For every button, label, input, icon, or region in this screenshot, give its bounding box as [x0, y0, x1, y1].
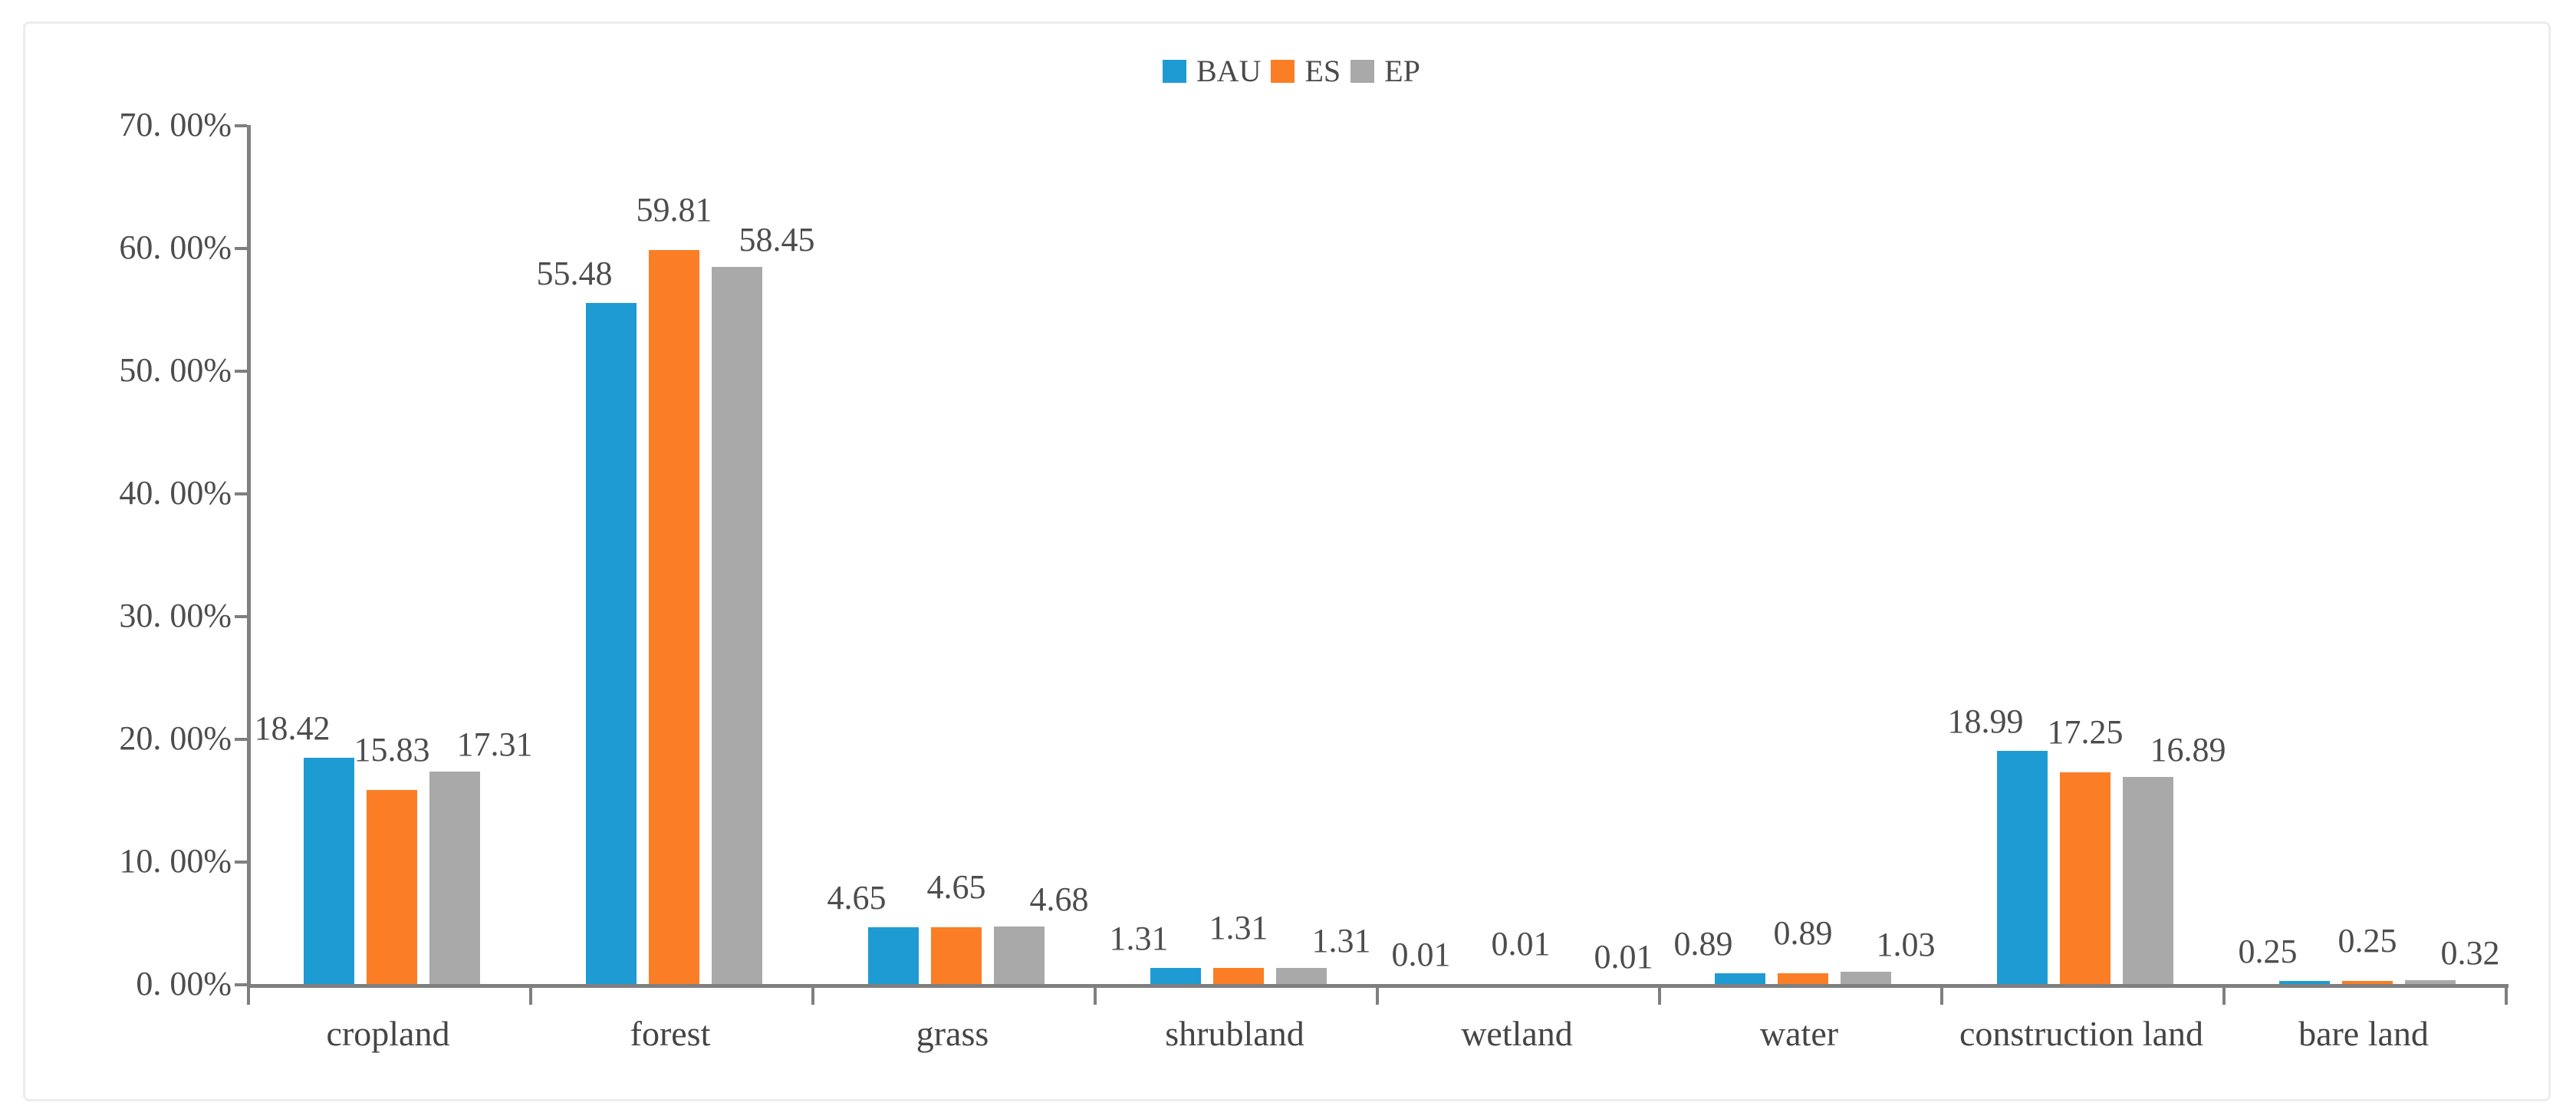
y-tick-label: 20. 00%: [119, 719, 232, 757]
bar-value-label: 1.03: [1876, 926, 1936, 963]
bar-value-label: 0.89: [1673, 925, 1733, 963]
bar-value-label: 17.25: [2047, 713, 2124, 751]
y-axis-tick: [235, 492, 247, 495]
legend-label-ES: ES: [1304, 54, 1341, 88]
x-category-label: water: [1759, 1014, 1839, 1053]
bar-water-ES: [1778, 973, 1828, 984]
bar-bare-land-ES: [2342, 981, 2393, 984]
y-tick-label: 30. 00%: [119, 597, 232, 634]
x-axis-tick: [1094, 984, 1097, 1005]
bar-value-label: 4.65: [827, 879, 887, 917]
x-category-label: bare land: [2298, 1014, 2429, 1053]
bar-construction-land-ES: [2060, 772, 2110, 984]
x-axis-tick: [1658, 984, 1661, 1005]
x-category-label: grass: [916, 1014, 989, 1053]
bar-value-label: 1.31: [1109, 920, 1169, 957]
bar-water-BAU: [1715, 973, 1765, 984]
bar-forest-EP: [712, 267, 762, 984]
x-axis-tick: [247, 984, 250, 1005]
legend-swatch-BAU: [1163, 60, 1186, 83]
legend-swatch-EP: [1351, 60, 1375, 83]
x-axis-tick: [1940, 984, 1943, 1005]
y-axis-tick: [235, 983, 247, 986]
bar-value-label: 55.48: [536, 255, 613, 292]
y-axis-tick: [235, 615, 247, 618]
y-tick-label: 40. 00%: [119, 474, 232, 512]
y-axis-tick: [235, 247, 247, 250]
y-tick-label: 70. 00%: [119, 106, 232, 143]
y-axis-line: [247, 125, 251, 984]
x-axis-tick: [1376, 984, 1379, 1005]
bar-construction-land-BAU: [1997, 751, 2048, 984]
bar-grass-ES: [931, 927, 982, 984]
bar-value-label: 59.81: [636, 191, 712, 229]
bar-bare-land-BAU: [2279, 981, 2330, 984]
y-axis-tick: [235, 370, 247, 373]
x-axis-tick: [2222, 984, 2226, 1005]
bar-value-label: 0.01: [1391, 936, 1451, 973]
y-axis-tick: [235, 738, 247, 741]
bar-value-label: 4.68: [1029, 880, 1089, 918]
bar-value-label: 0.01: [1491, 925, 1551, 963]
y-tick-label: 10. 00%: [119, 842, 232, 880]
x-category-label: shrubland: [1165, 1014, 1304, 1053]
y-tick-label: 60. 00%: [119, 229, 232, 266]
x-axis-tick: [529, 984, 532, 1005]
y-tick-label: 50. 00%: [119, 351, 232, 389]
bar-value-label: 15.83: [354, 731, 430, 768]
y-tick-label: 0. 00%: [136, 965, 232, 1002]
bar-shrubland-EP: [1276, 968, 1327, 984]
bar-forest-ES: [649, 250, 699, 984]
bar-forest-BAU: [586, 303, 637, 984]
bar-water-EP: [1841, 972, 1891, 984]
bar-shrubland-BAU: [1150, 968, 1201, 984]
bar-value-label: 0.32: [2440, 934, 2500, 972]
bar-value-label: 18.42: [254, 709, 331, 747]
bar-cropland-ES: [367, 790, 417, 984]
bar-construction-land-EP: [2123, 777, 2173, 984]
x-category-label: cropland: [326, 1014, 450, 1053]
x-category-label: construction land: [1959, 1014, 2204, 1053]
bar-cropland-BAU: [304, 758, 354, 984]
bar-value-label: 0.01: [1594, 938, 1653, 976]
bar-value-label: 17.31: [456, 726, 533, 763]
x-axis-tick: [2505, 984, 2508, 1005]
bar-cropland-EP: [429, 772, 480, 984]
bar-value-label: 1.31: [1311, 922, 1371, 959]
legend-swatch-ES: [1271, 60, 1295, 83]
bar-grass-BAU: [868, 927, 919, 984]
bar-value-label: 18.99: [1947, 703, 2024, 740]
x-category-label: forest: [630, 1014, 711, 1053]
bar-value-label: 16.89: [2150, 731, 2226, 768]
legend-label-BAU: BAU: [1196, 54, 1262, 88]
bar-value-label: 4.65: [926, 868, 986, 906]
y-axis-tick: [235, 861, 247, 864]
bar-value-label: 0.89: [1773, 914, 1833, 952]
bar-shrubland-ES: [1213, 968, 1264, 984]
bar-value-label: 1.31: [1209, 909, 1268, 946]
legend-label-EP: EP: [1384, 54, 1420, 88]
bar-bare-land-EP: [2405, 980, 2456, 984]
bar-value-label: 58.45: [739, 221, 815, 258]
bar-value-label: 0.25: [2337, 922, 2397, 959]
x-axis-tick: [811, 984, 814, 1005]
bar-grass-EP: [994, 926, 1045, 984]
y-axis-tick: [235, 124, 247, 127]
chart-legend: BAU ES EP: [1163, 54, 1420, 88]
x-category-label: wetland: [1461, 1014, 1573, 1053]
bar-value-label: 0.25: [2238, 933, 2298, 970]
